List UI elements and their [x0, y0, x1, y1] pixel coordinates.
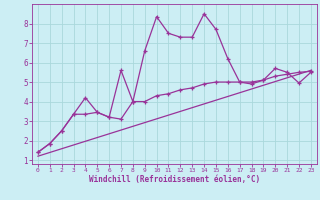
X-axis label: Windchill (Refroidissement éolien,°C): Windchill (Refroidissement éolien,°C) — [89, 175, 260, 184]
